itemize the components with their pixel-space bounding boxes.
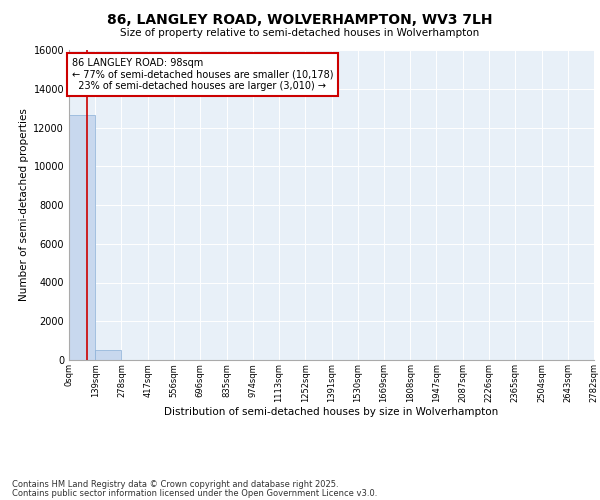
Text: 86, LANGLEY ROAD, WOLVERHAMPTON, WV3 7LH: 86, LANGLEY ROAD, WOLVERHAMPTON, WV3 7LH (107, 12, 493, 26)
Text: Contains HM Land Registry data © Crown copyright and database right 2025.: Contains HM Land Registry data © Crown c… (12, 480, 338, 489)
Text: 86 LANGLEY ROAD: 98sqm
← 77% of semi-detached houses are smaller (10,178)
  23% : 86 LANGLEY ROAD: 98sqm ← 77% of semi-det… (72, 58, 334, 91)
Bar (95, 350, 121, 360)
X-axis label: Distribution of semi-detached houses by size in Wolverhampton: Distribution of semi-detached houses by … (164, 408, 499, 418)
Bar (69, 115, 95, 360)
Text: Size of property relative to semi-detached houses in Wolverhampton: Size of property relative to semi-detach… (121, 28, 479, 38)
Text: Contains public sector information licensed under the Open Government Licence v3: Contains public sector information licen… (12, 489, 377, 498)
Y-axis label: Number of semi-detached properties: Number of semi-detached properties (19, 108, 29, 302)
